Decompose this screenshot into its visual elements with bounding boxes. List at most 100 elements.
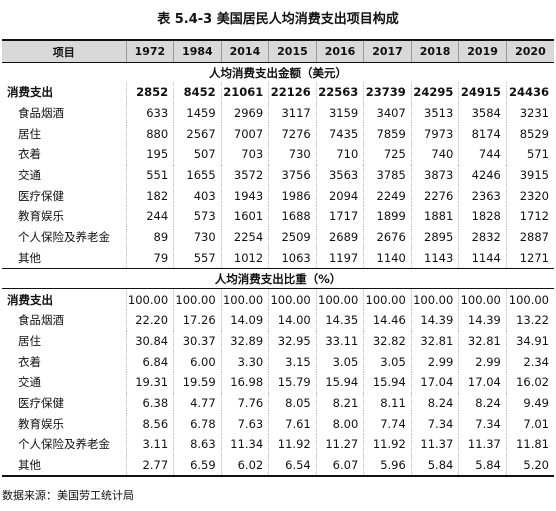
- table-cell: 1899: [363, 206, 412, 227]
- row-label: 个人保险及养老金: [18, 230, 110, 245]
- header-year: 2015: [268, 39, 317, 63]
- table-cell: 7007: [220, 123, 269, 145]
- table-cell: 9.49: [505, 392, 554, 414]
- table-cell: 16.98: [220, 371, 269, 393]
- table-cell: 1828: [458, 206, 507, 227]
- row-label: 食品烟酒: [18, 313, 64, 328]
- table-cell: 730: [268, 144, 317, 165]
- table-cell: 8452: [173, 82, 222, 103]
- table-cell: 14.46: [363, 309, 412, 331]
- table-cell: 710: [315, 144, 364, 165]
- row-label: 教育娱乐: [18, 209, 64, 224]
- table-cell: 703: [220, 144, 269, 165]
- table-cell: 8529: [505, 123, 554, 145]
- table-cell: 11.37: [410, 434, 459, 455]
- row-label: 消费支出: [7, 292, 53, 307]
- table-cell: 7.76: [220, 392, 269, 414]
- table-row: 个人保险及养老金 89 730 2254 2509 2689 2676 2895 2832 288…: [2, 226, 554, 248]
- table-row: 消费支出 100.00 100.00 100.00 100.00 100.00 100.00…: [2, 288, 554, 310]
- row-label: 居住: [18, 126, 41, 141]
- table-cell: 880: [125, 123, 174, 145]
- table-cell: 100.00: [410, 288, 459, 310]
- table-cell: 2094: [315, 185, 364, 207]
- table-cell: 100.00: [458, 288, 507, 310]
- table-cell: 13.22: [505, 309, 554, 331]
- table-row: 衣着 195 507 703 730 710 725 740 744 571: [2, 144, 554, 165]
- table-cell: 3231: [505, 102, 554, 124]
- table-cell: 1655: [173, 164, 222, 186]
- table-cell: 33.11: [315, 330, 364, 352]
- row-label: 交通: [18, 375, 41, 390]
- section-heading-row: 人均消费支出比重（%）: [2, 268, 554, 290]
- table-cell: 11.27: [315, 434, 364, 455]
- table-cell: 1986: [268, 185, 317, 207]
- table-cell: 3407: [363, 102, 412, 124]
- table-cell: 24915: [458, 82, 507, 103]
- table-cell: 4.77: [173, 392, 222, 414]
- table-cell: 11.92: [268, 434, 317, 455]
- table-cell: 6.54: [268, 454, 317, 478]
- table-cell: 7.61: [268, 413, 317, 434]
- table-cell: 32.81: [410, 330, 459, 352]
- table-cell: 3159: [315, 102, 364, 124]
- table-cell: 3117: [268, 102, 317, 124]
- table-row: 交通 551 1655 3572 3756 3563 3785 3873 4246 3915: [2, 164, 554, 186]
- table-cell: 34.91: [505, 330, 554, 352]
- table-row: 食品烟酒 633 1459 2969 3117 3159 3407 3513 3584 3231: [2, 102, 554, 124]
- table-cell: 89: [125, 226, 174, 248]
- table-cell: 1012: [220, 247, 269, 269]
- table-title: 表 5.4-3 美国居民人均消费支出项目构成: [157, 12, 399, 27]
- row-label: 其他: [18, 250, 41, 265]
- table-row: 个人保险及养老金 3.11 8.63 11.34 11.92 11.27 11.92 11.3…: [2, 434, 554, 455]
- table-cell: 3756: [268, 164, 317, 186]
- table-cell: 6.38: [125, 392, 174, 414]
- table-cell: 14.39: [410, 309, 459, 331]
- header-year: 2014: [220, 39, 269, 63]
- table-cell: 17.04: [410, 371, 459, 393]
- row-label: 衣着: [18, 354, 41, 369]
- table-cell: 11.92: [363, 434, 412, 455]
- row-label: 其他: [2, 454, 127, 478]
- header-year: 2018: [410, 39, 459, 63]
- table-cell: 19.31: [125, 371, 174, 393]
- table-cell: 7973: [410, 123, 459, 145]
- table-cell: 2895: [410, 226, 459, 248]
- table-cell: 1459: [173, 102, 222, 124]
- table-cell: 23739: [363, 82, 412, 103]
- table-cell: 6.59: [173, 454, 222, 478]
- table-cell: 5.84: [410, 454, 459, 478]
- table-cell: 8.11: [363, 392, 412, 414]
- table-cell: 2676: [363, 226, 412, 248]
- table-row: 食品烟酒 22.20 17.26 14.09 14.00 14.35 14.46 14.39 1…: [2, 309, 554, 331]
- table-cell: 24295: [410, 82, 459, 103]
- table-cell: 17.04: [458, 371, 507, 393]
- table-cell: 507: [173, 144, 222, 165]
- table-cell: 573: [173, 206, 222, 227]
- table-cell: 633: [125, 102, 174, 124]
- table-cell: 8.00: [315, 413, 364, 434]
- table-cell: 730: [173, 226, 222, 248]
- table-cell: 557: [173, 247, 222, 269]
- table-cell: 1271: [505, 247, 554, 269]
- table-cell: 2276: [410, 185, 459, 207]
- table-cell: 14.35: [315, 309, 364, 331]
- table-cell: 7435: [315, 123, 364, 145]
- table-cell: 100.00: [315, 288, 364, 310]
- row-label: 食品烟酒: [18, 106, 64, 121]
- table-cell: 3873: [410, 164, 459, 186]
- table-cell: 8.24: [410, 392, 459, 414]
- table-cell: 22.20: [125, 309, 174, 331]
- table-cell: 3915: [505, 164, 554, 186]
- header-label: 项目: [2, 39, 127, 63]
- header-year: 2017: [363, 39, 412, 63]
- header-year: 2020: [505, 39, 554, 63]
- table-cell: 5.96: [363, 454, 412, 478]
- table-cell: 5.20: [505, 454, 554, 478]
- amount-section: 人均消费支出金额（美元） 消费支出 2852 8452 21061 22126 22563…: [2, 63, 554, 269]
- table-cell: 2852: [125, 82, 174, 103]
- header-row: 项目 1972 1984 2014 2015 2016 2017 2018 20…: [2, 39, 554, 63]
- table-cell: 7.34: [410, 413, 459, 434]
- table-cell: 24436: [505, 82, 554, 103]
- table-cell: 244: [125, 206, 174, 227]
- header-year: 2016: [315, 39, 364, 63]
